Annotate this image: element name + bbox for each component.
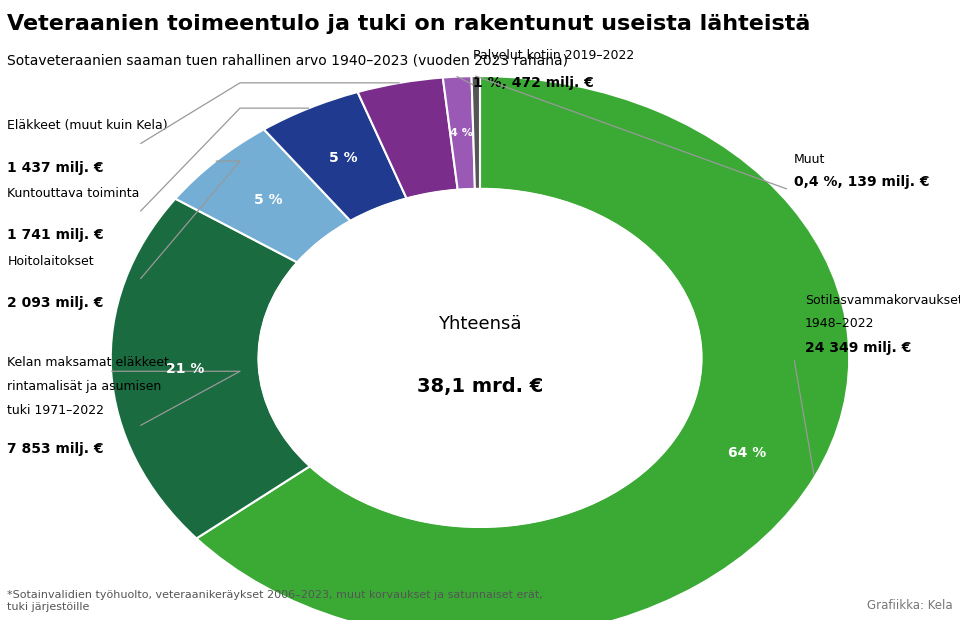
Text: 0,4 %, 139 milj. €: 0,4 %, 139 milj. €: [794, 175, 929, 189]
Text: Sotilasvammakorvaukset: Sotilasvammakorvaukset: [804, 294, 960, 307]
Text: Grafiikka: Kela: Grafiikka: Kela: [867, 598, 952, 611]
Text: 7 853 milj. €: 7 853 milj. €: [8, 443, 104, 456]
Wedge shape: [176, 130, 350, 262]
Text: 5 %: 5 %: [254, 193, 283, 208]
Wedge shape: [197, 76, 850, 620]
Text: 1 %, 472 milj. €: 1 %, 472 milj. €: [472, 76, 593, 90]
Text: 5 %: 5 %: [329, 151, 357, 165]
Text: *Sotainvalidien työhuolto, veteraanikeräykset 2006–2023, muut korvaukset ja satu: *Sotainvalidien työhuolto, veteraanikerä…: [8, 590, 543, 611]
Text: Palvelut kotiin 2019–2022: Palvelut kotiin 2019–2022: [472, 49, 634, 62]
Circle shape: [258, 189, 702, 527]
Text: Kelan maksamat eläkkeet,: Kelan maksamat eläkkeet,: [8, 356, 173, 369]
Text: 24 349 milj. €: 24 349 milj. €: [804, 341, 911, 355]
Text: 1948–2022: 1948–2022: [804, 317, 875, 330]
Text: tuki 1971–2022: tuki 1971–2022: [8, 404, 105, 417]
Text: Eläkkeet (muut kuin Kela): Eläkkeet (muut kuin Kela): [8, 120, 168, 133]
Text: Yhteensä: Yhteensä: [439, 315, 521, 333]
Text: Sotaveteraanien saaman tuen rahallinen arvo 1940–2023 (vuoden 2023 rahana): Sotaveteraanien saaman tuen rahallinen a…: [8, 53, 568, 68]
Text: Muut: Muut: [794, 153, 826, 166]
Text: 38,1 mrd. €: 38,1 mrd. €: [417, 376, 543, 396]
Text: Kuntouttava toiminta: Kuntouttava toiminta: [8, 187, 140, 200]
Text: 21 %: 21 %: [166, 361, 204, 376]
Text: 2 093 milj. €: 2 093 milj. €: [8, 296, 104, 310]
Text: 1 741 milj. €: 1 741 milj. €: [8, 228, 104, 242]
Wedge shape: [264, 92, 407, 221]
Wedge shape: [443, 76, 475, 190]
Text: 64 %: 64 %: [729, 446, 767, 461]
Wedge shape: [471, 76, 480, 189]
Text: rintamalisät ja asumisen: rintamalisät ja asumisen: [8, 380, 161, 393]
Text: 1 437 milj. €: 1 437 milj. €: [8, 161, 104, 175]
Wedge shape: [358, 78, 458, 198]
Text: 4 %: 4 %: [450, 128, 473, 138]
Text: Hoitolaitokset: Hoitolaitokset: [8, 255, 94, 268]
Wedge shape: [110, 198, 310, 538]
Text: Veteraanien toimeentulo ja tuki on rakentunut useista lähteistä: Veteraanien toimeentulo ja tuki on raken…: [8, 14, 811, 34]
